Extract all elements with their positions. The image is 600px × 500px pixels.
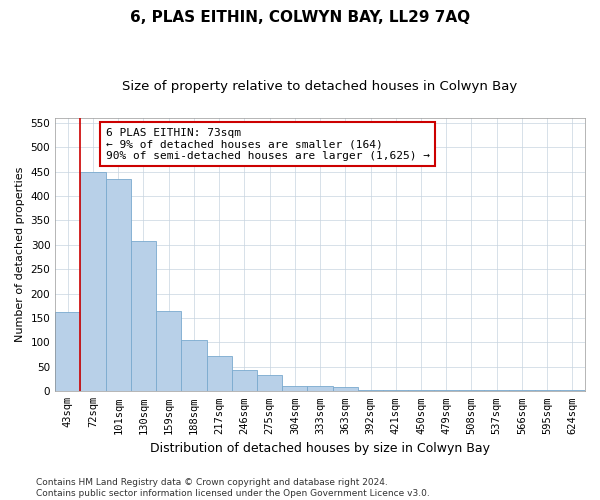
Bar — [383, 390, 409, 392]
Bar — [232, 370, 257, 392]
Bar — [332, 388, 358, 392]
Bar — [358, 390, 383, 392]
Bar — [409, 390, 434, 392]
Title: Size of property relative to detached houses in Colwyn Bay: Size of property relative to detached ho… — [122, 80, 518, 93]
Text: Contains HM Land Registry data © Crown copyright and database right 2024.
Contai: Contains HM Land Registry data © Crown c… — [36, 478, 430, 498]
Bar — [106, 179, 131, 392]
Bar — [459, 390, 484, 392]
Bar — [509, 390, 535, 392]
Text: 6 PLAS EITHIN: 73sqm
← 9% of detached houses are smaller (164)
90% of semi-detac: 6 PLAS EITHIN: 73sqm ← 9% of detached ho… — [106, 128, 430, 160]
Bar — [131, 242, 156, 392]
Bar — [560, 390, 585, 392]
Bar — [156, 310, 181, 392]
Bar — [206, 356, 232, 392]
Bar — [55, 312, 80, 392]
Text: 6, PLAS EITHIN, COLWYN BAY, LL29 7AQ: 6, PLAS EITHIN, COLWYN BAY, LL29 7AQ — [130, 10, 470, 25]
X-axis label: Distribution of detached houses by size in Colwyn Bay: Distribution of detached houses by size … — [150, 442, 490, 455]
Bar — [484, 390, 509, 392]
Bar — [535, 390, 560, 392]
Bar — [307, 386, 332, 392]
Bar — [181, 340, 206, 392]
Bar — [434, 390, 459, 392]
Bar — [80, 172, 106, 392]
Y-axis label: Number of detached properties: Number of detached properties — [15, 167, 25, 342]
Bar — [257, 375, 282, 392]
Bar — [282, 386, 307, 392]
